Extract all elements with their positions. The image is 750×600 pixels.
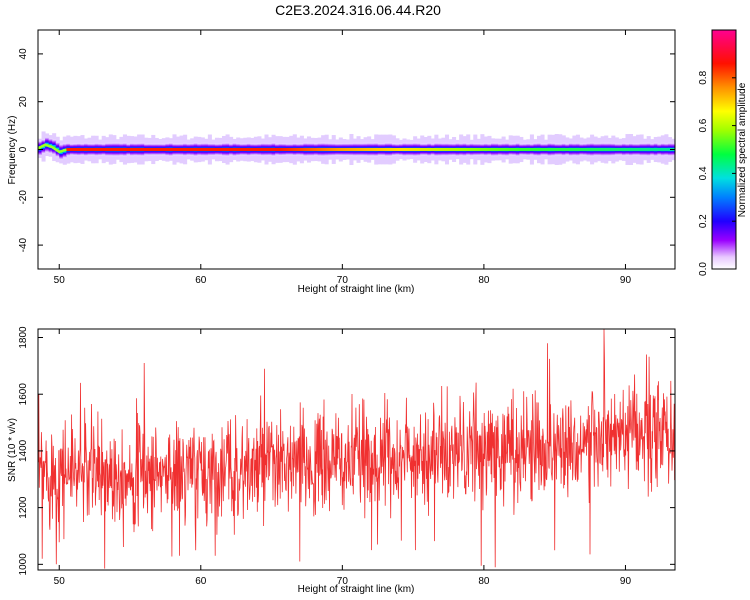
snr-x-axis-label: Height of straight line (km) — [298, 584, 415, 595]
colorbar-gradient — [712, 30, 736, 269]
spectrogram-y-tick-label: 0 — [18, 146, 29, 152]
snr-plot-area — [38, 329, 675, 569]
spectrogram-y-tick-label: -40 — [18, 237, 29, 252]
snr-series-line — [38, 329, 675, 569]
snr-y-tick-label: 1200 — [18, 496, 29, 519]
snr-y-tick-label: 1000 — [18, 553, 29, 576]
spectrogram-core — [66, 148, 675, 151]
snr-y-tick-label: 1400 — [18, 439, 29, 462]
spectrogram-ridge-start — [38, 143, 67, 154]
colorbar-label: Normalized spectral amplitude — [737, 82, 748, 217]
colorbar-tick-label: 0.8 — [698, 70, 709, 84]
colorbar-ticks: 0.0 0.2 0.4 0.6 0.8 — [698, 70, 736, 276]
spectrogram-y-tick-label: 40 — [18, 48, 29, 60]
spectrogram-x-tick-label: 50 — [54, 275, 66, 286]
colorbar-tick-label: 0.0 — [698, 262, 709, 276]
colorbar-frame — [711, 29, 737, 270]
snr-y-ticks: 1000 1200 1400 1600 1800 — [18, 326, 675, 576]
spectrogram-panel: 50 60 70 80 90 -40 -20 0 20 40 Height of straigh… — [7, 29, 676, 295]
spectrogram-y-ticks: -40 -20 0 20 40 — [18, 48, 675, 252]
spectrogram-x-tick-label: 90 — [620, 275, 632, 286]
snr-y-tick-label: 1600 — [18, 383, 29, 406]
spectrogram-y-tick-label: -20 — [18, 190, 29, 205]
snr-x-tick-label: 90 — [620, 576, 632, 587]
snr-x-tick-label: 50 — [54, 576, 66, 587]
snr-frame — [37, 328, 676, 571]
spectrogram-x-tick-label: 80 — [478, 275, 490, 286]
colorbar: 0.0 0.2 0.4 0.6 0.8 Normalized spectral ampl… — [698, 29, 748, 276]
snr-x-tick-label: 60 — [195, 576, 207, 587]
spectrogram-y-tick-label: 20 — [18, 96, 29, 108]
spectrogram-x-ticks: 50 60 70 80 90 — [54, 30, 632, 286]
snr-panel: 50 60 70 80 90 1000 1200 1400 1600 1800 Height o… — [7, 326, 676, 595]
spectrogram-x-tick-label: 70 — [337, 275, 349, 286]
figure-title: C2E3.2024.316.06.44.R20 — [275, 2, 441, 18]
snr-x-ticks: 50 60 70 80 90 — [54, 329, 632, 587]
spectrogram-x-tick-label: 60 — [195, 275, 207, 286]
snr-y-tick-label: 1800 — [18, 326, 29, 349]
colorbar-tick-label: 0.4 — [698, 166, 709, 180]
snr-y-axis-label: SNR (10 * v/v) — [7, 418, 18, 482]
spectrogram-plot-area — [38, 131, 675, 166]
snr-x-tick-label: 70 — [337, 576, 349, 587]
colorbar-tick-label: 0.2 — [698, 214, 709, 228]
spectrogram-y-axis-label: Frequency (Hz) — [7, 116, 18, 185]
spectrogram-x-axis-label: Height of straight line (km) — [298, 284, 415, 295]
colorbar-tick-label: 0.6 — [698, 118, 709, 132]
snr-x-tick-label: 80 — [478, 576, 490, 587]
